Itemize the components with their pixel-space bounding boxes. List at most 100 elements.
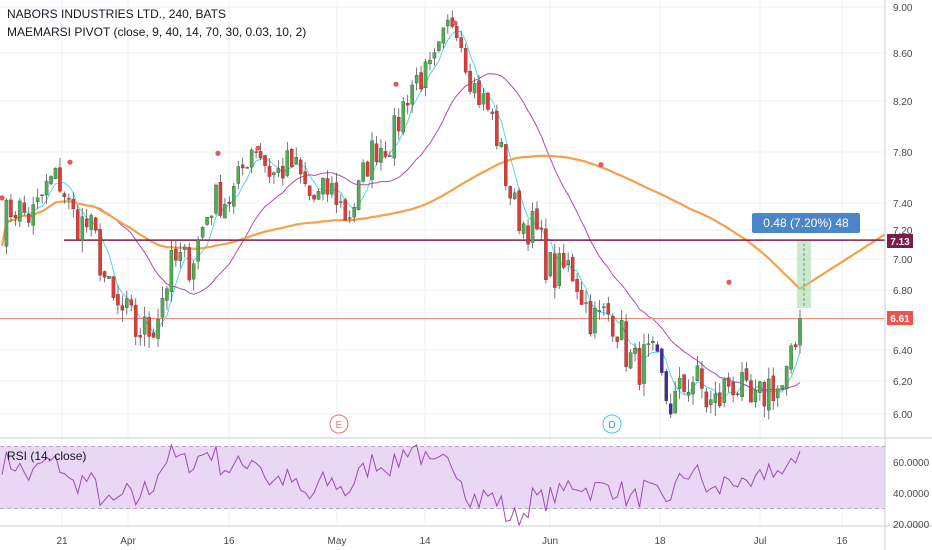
candles: [4, 10, 802, 420]
ma-long-line: [0, 154, 801, 290]
candle-body: [428, 59, 432, 65]
candle-body: [147, 317, 151, 337]
dividend-letter: D: [608, 420, 615, 431]
ma-long-extension: [799, 233, 886, 290]
candle-body: [290, 149, 294, 167]
candle-body: [138, 335, 142, 338]
candle-body: [758, 381, 762, 393]
candle-body: [165, 288, 169, 301]
candle-body: [410, 84, 414, 105]
rsi-band: [0, 446, 885, 509]
candle-body: [111, 276, 116, 298]
candle-body: [771, 375, 776, 401]
event-markers[interactable]: E D: [329, 414, 622, 434]
pivot-high-dot: [255, 145, 261, 151]
rsi-title: RSI (14, close): [7, 449, 86, 463]
candle-body: [611, 316, 615, 337]
measure-label-box: [752, 213, 860, 233]
candle-body: [160, 298, 165, 318]
candle-body: [419, 72, 423, 90]
candle-body: [486, 92, 490, 110]
candle-body: [58, 167, 62, 192]
candle-body: [352, 207, 356, 218]
candle-body: [374, 143, 379, 162]
candle-body: [218, 182, 223, 216]
candle-body: [793, 344, 798, 347]
candle-body: [209, 215, 214, 218]
candle-body: [651, 341, 655, 343]
candle-body: [76, 209, 80, 240]
candle-body: [392, 115, 397, 159]
y-tick-label: 7.40: [893, 199, 913, 210]
candle-body: [9, 199, 13, 218]
x-tick-label: 21: [56, 536, 68, 547]
candle-body: [116, 294, 120, 306]
candle-body: [495, 111, 499, 146]
pivot-high-dot: [0, 195, 5, 201]
level-price-tag: [887, 234, 913, 248]
candle-body: [330, 183, 334, 195]
candle-body: [709, 399, 713, 405]
y-tick-label: 8.20: [893, 97, 913, 108]
candle-body: [267, 166, 272, 177]
candle-body: [325, 178, 330, 195]
candle-body: [642, 344, 646, 384]
candle-body: [775, 388, 780, 399]
candle-body: [740, 372, 744, 398]
candle-body: [272, 172, 276, 175]
candle-body: [98, 229, 102, 276]
candle-body: [223, 204, 227, 219]
candle-body: [553, 253, 557, 288]
candle-body: [695, 365, 700, 381]
pivot-high-dot: [67, 159, 73, 165]
candle-body: [762, 382, 767, 407]
measure-tool[interactable]: 0.48 (7.20%) 48: [752, 213, 860, 308]
candle-body: [35, 197, 40, 202]
candle-body: [749, 380, 753, 403]
pivot-high-dot: [726, 279, 732, 285]
candle-body: [227, 202, 232, 204]
ma-slow-line: [1, 73, 801, 392]
candle-body: [619, 319, 624, 340]
last-price-tag: [887, 311, 913, 325]
candle-body: [521, 223, 526, 234]
candle-body: [156, 319, 160, 339]
candle-body: [673, 391, 677, 414]
candle-body: [191, 263, 196, 280]
candle-body: [472, 83, 477, 94]
candle-body: [245, 167, 249, 169]
x-tick-label: Apr: [120, 536, 136, 547]
x-tick-label: 18: [654, 536, 666, 547]
candle-body: [405, 103, 410, 106]
candle-body: [316, 191, 321, 200]
candle-body: [142, 316, 147, 335]
measure-label: 0.48 (7.20%) 48: [763, 216, 849, 230]
candle-body: [339, 201, 343, 203]
earnings-letter: E: [336, 420, 343, 431]
candle-body: [102, 271, 107, 278]
candle-body: [26, 214, 31, 223]
candle-body: [557, 253, 562, 286]
candle-body: [637, 347, 642, 385]
y-tick-label: 6.40: [893, 346, 913, 357]
candle-body: [44, 180, 49, 196]
candle-body: [89, 215, 93, 230]
candle-body: [584, 302, 588, 304]
candle-body: [151, 332, 156, 338]
candle-body: [798, 318, 802, 346]
candle-body: [214, 184, 218, 214]
candle-body: [544, 228, 548, 280]
candle-body: [303, 171, 307, 184]
candle-body: [535, 208, 539, 230]
candle-body: [575, 279, 579, 292]
pivot-high-dot: [598, 162, 604, 168]
candle-body: [628, 352, 633, 369]
dividend-marker: [602, 414, 622, 434]
candle-body: [22, 202, 27, 213]
candle-body: [646, 343, 651, 345]
candle-body: [196, 239, 200, 262]
rsi-tick-label: 60.0000: [893, 458, 930, 469]
candle-body: [401, 101, 405, 133]
candle-body: [49, 176, 53, 185]
